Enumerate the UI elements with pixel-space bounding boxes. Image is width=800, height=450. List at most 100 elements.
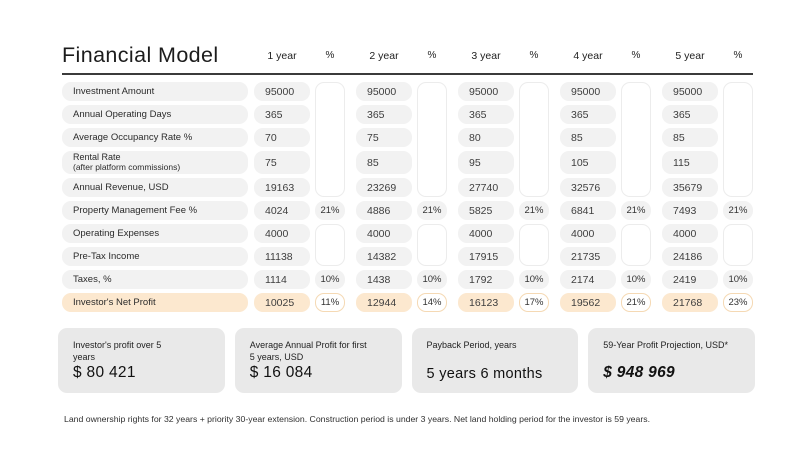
cell-value: 365 (662, 105, 718, 124)
row-label: Average Occupancy Rate % (62, 128, 248, 147)
column-header-2-year: 2 year (369, 50, 399, 62)
cell-value: 4000 (662, 224, 718, 243)
cell-value: 19562 (560, 293, 616, 312)
row-label: Annual Revenue, USD (62, 178, 248, 197)
cell-value: 12944 (356, 293, 412, 312)
empty-percent-track (417, 82, 447, 197)
cell-value: 21768 (662, 293, 718, 312)
column-header-percent: % (529, 50, 539, 61)
empty-percent-track (723, 224, 753, 266)
table-row-taxes: Taxes, % 1114 10% 1438 10% 1792 10% 2174… (62, 270, 753, 289)
cell-value: 80 (458, 128, 514, 147)
page-title: Financial Model (62, 43, 219, 67)
column-header-3-year: 3 year (471, 50, 501, 62)
cell-percent: 10% (315, 270, 345, 289)
cell-value: 95000 (254, 82, 310, 101)
column-header-percent: % (631, 50, 641, 61)
cell-value: 1114 (254, 270, 310, 289)
cell-percent: 21% (621, 201, 651, 220)
cell-value: 17915 (458, 247, 514, 266)
cell-percent: 17% (519, 293, 549, 312)
table-row-property-management-fee: Property Management Fee % 4024 21% 4886 … (62, 201, 753, 220)
table-row-investors-net-profit: Investor's Net Profit 10025 11% 12944 14… (62, 293, 753, 312)
card-value: $ 948 969 (603, 364, 675, 381)
cell-percent: 10% (621, 270, 651, 289)
summary-card-average-annual-profit: Average Annual Profit for first 5 years,… (234, 328, 402, 393)
cell-value: 4024 (254, 201, 310, 220)
cell-value: 95000 (356, 82, 412, 101)
cell-value: 4000 (560, 224, 616, 243)
column-header-4-year: 4 year (573, 50, 603, 62)
cell-value: 2419 (662, 270, 718, 289)
row-label: Annual Operating Days (62, 105, 248, 124)
empty-percent-track (315, 224, 345, 266)
card-value: $ 80 421 (73, 364, 136, 381)
row-label: Investment Amount (62, 82, 248, 101)
cell-value: 85 (560, 128, 616, 147)
cell-value: 75 (356, 128, 412, 147)
cell-value: 1438 (356, 270, 412, 289)
empty-percent-track (519, 224, 549, 266)
row-label: Investor's Net Profit (62, 293, 248, 312)
cell-value: 27740 (458, 178, 514, 197)
column-header-percent: % (733, 50, 743, 61)
cell-value: 4000 (254, 224, 310, 243)
cell-value: 32576 (560, 178, 616, 197)
cell-value: 85 (662, 128, 718, 147)
cell-percent: 10% (417, 270, 447, 289)
cell-value: 11138 (254, 247, 310, 266)
cell-percent: 21% (621, 293, 651, 312)
table-row-investment-amount: Investment Amount 95000 95000 95000 9500… (62, 82, 753, 101)
cell-value: 115 (662, 151, 718, 174)
cell-percent: 10% (519, 270, 549, 289)
cell-value: 105 (560, 151, 616, 174)
cell-value: 16123 (458, 293, 514, 312)
cell-value: 35679 (662, 178, 718, 197)
cell-value: 365 (254, 105, 310, 124)
cell-value: 365 (458, 105, 514, 124)
footnote: Land ownership rights for 32 years + pri… (64, 414, 650, 424)
cell-value: 70 (254, 128, 310, 147)
cell-value: 19163 (254, 178, 310, 197)
cell-value: 23269 (356, 178, 412, 197)
table-row-operating-expenses: Operating Expenses 4000 4000 4000 4000 4… (62, 224, 753, 243)
column-header-percent: % (325, 50, 335, 61)
cell-value: 95 (458, 151, 514, 174)
cell-value: 4000 (458, 224, 514, 243)
table-row-pre-tax-income: Pre-Tax Income 11138 14382 17915 21735 2… (62, 247, 753, 266)
card-value: 5 years 6 months (426, 366, 543, 382)
cell-value: 14382 (356, 247, 412, 266)
cell-value: 75 (254, 151, 310, 174)
cell-value: 1792 (458, 270, 514, 289)
card-value: $ 16 084 (249, 364, 313, 381)
header-divider (62, 73, 753, 75)
row-label: Operating Expenses (62, 224, 248, 243)
cell-value: 2174 (560, 270, 616, 289)
row-label: Taxes, % (62, 270, 248, 289)
cell-value: 95000 (560, 82, 616, 101)
column-header-5-year: 5 year (675, 50, 705, 62)
table-row-annual-operating-days: Annual Operating Days 365 365 365 365 36… (62, 105, 753, 124)
cell-value: 10025 (254, 293, 310, 312)
cell-percent: 14% (417, 293, 447, 312)
financial-table: Investment Amount 95000 95000 95000 9500… (62, 82, 753, 316)
card-label: 59-Year Profit Projection, USD* (603, 340, 728, 350)
cell-value: 95000 (662, 82, 718, 101)
cell-value: 6841 (560, 201, 616, 220)
cell-percent: 10% (723, 270, 753, 289)
cell-value: 4000 (356, 224, 412, 243)
cell-percent: 21% (519, 201, 549, 220)
cell-percent: 23% (723, 293, 753, 312)
table-row-average-occupancy-rate: Average Occupancy Rate % 70 75 80 85 85 (62, 128, 753, 147)
cell-value: 5825 (458, 201, 514, 220)
empty-percent-track (315, 82, 345, 197)
table-row-rental-rate: Rental Rate (after platform commissions)… (62, 151, 753, 174)
row-label: Property Management Fee % (62, 201, 248, 220)
empty-percent-track (621, 224, 651, 266)
cell-value: 85 (356, 151, 412, 174)
cell-value: 7493 (662, 201, 718, 220)
cell-value: 365 (560, 105, 616, 124)
row-label: Rental Rate (after platform commissions) (62, 151, 248, 174)
card-label: Payback Period, years (426, 340, 517, 350)
